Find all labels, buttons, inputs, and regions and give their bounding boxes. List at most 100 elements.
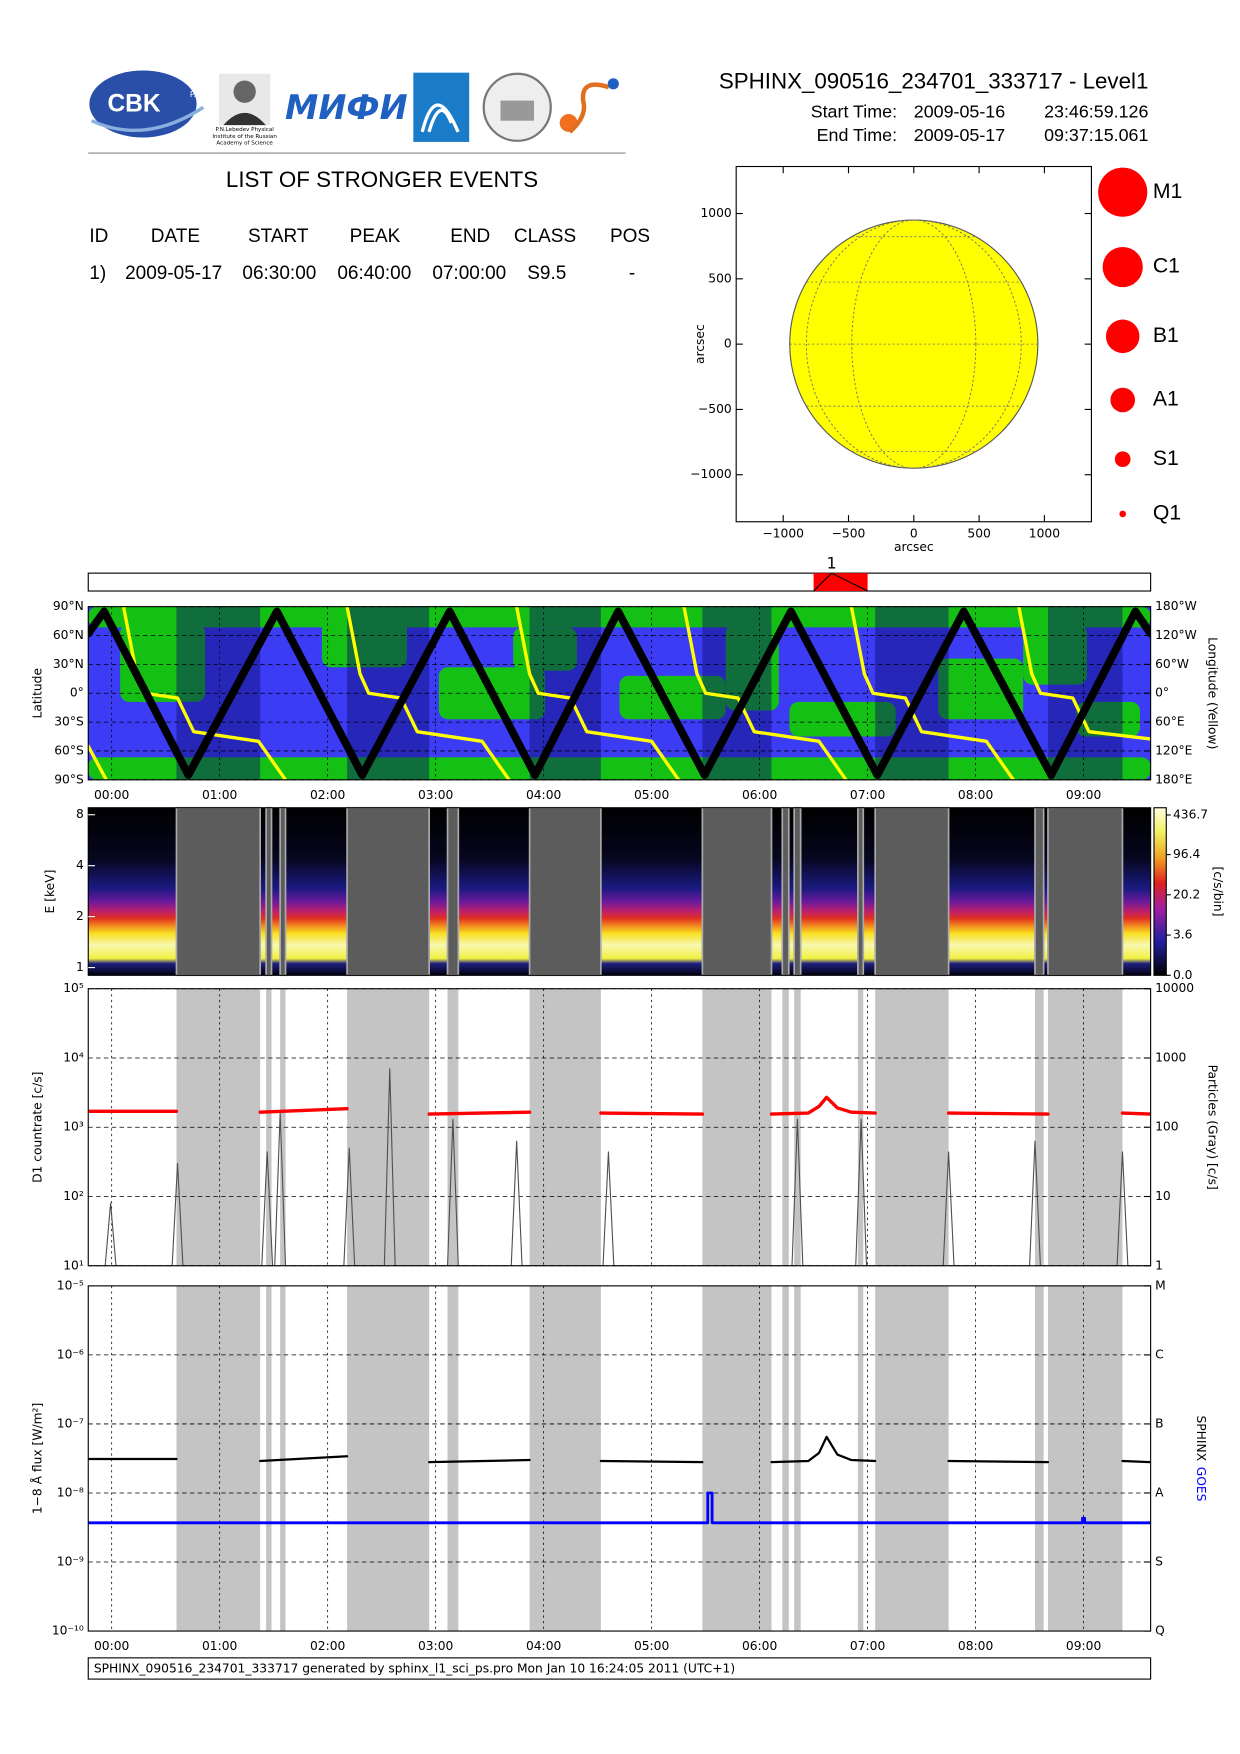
s-logo-curve [568, 82, 610, 134]
shaded-interval [447, 1285, 459, 1632]
colorbar-tick-label: 436.7 [1173, 807, 1208, 821]
y-tick-label: 10³ [63, 1120, 84, 1134]
cbk-swoosh [90, 105, 205, 133]
x-tick-label: 07:00 [850, 788, 885, 802]
colorbar [1153, 807, 1167, 976]
y2-tick-label: 100 [1155, 1120, 1178, 1134]
y2-tick-label: C [1155, 1347, 1164, 1361]
y2-tick-label: 60°E [1155, 715, 1185, 729]
shaded-interval [347, 1285, 430, 1632]
x-tick-label: 09:00 [1066, 1639, 1101, 1653]
shaded-interval [1034, 988, 1044, 1266]
x-tick-label: 05:00 [634, 1639, 669, 1653]
x-tick-label: 08:00 [958, 788, 993, 802]
x-tick-label: 01:00 [202, 788, 237, 802]
y2-tick-label: 1 [1155, 1258, 1163, 1272]
legend-marker [1114, 451, 1131, 468]
end-date: 2009-05-17 [914, 125, 1005, 145]
legend: SPHINX GOES [1194, 1416, 1208, 1502]
y2-tick-label: 10000 [1155, 981, 1194, 995]
blue-logo-arcs [420, 103, 460, 133]
y-tick-label: 10² [63, 1189, 84, 1203]
table-header: ID [89, 226, 108, 247]
lebedev-text: Academy of Science [216, 141, 273, 147]
y-tick-label: 10⁻⁸ [57, 1485, 84, 1499]
series-line [88, 1068, 1151, 1266]
legend-marker [1102, 246, 1143, 288]
y2-tick-label: 180°W [1155, 599, 1197, 613]
y-tick-label: 0° [70, 686, 84, 700]
shaded-interval [874, 806, 950, 977]
x-tick-label: −500 [832, 527, 866, 541]
colorbar-tick-label: 3.6 [1173, 928, 1193, 942]
x-tick-label: 02:00 [310, 1639, 345, 1653]
table-cell: - [629, 263, 635, 284]
x-tick-label: 02:00 [310, 788, 345, 802]
x-axis-title: arcsec [894, 540, 934, 554]
x-tick-label: 00:00 [94, 788, 129, 802]
x-tick-label: 03:00 [418, 1639, 453, 1653]
y-tick-label: 60°N [53, 628, 84, 642]
axis-title: arcsec [693, 324, 707, 364]
y2-tick-label: 60°W [1155, 657, 1189, 671]
plot-frame [87, 1285, 1152, 1632]
y-tick-label: 500 [708, 271, 731, 285]
y-tick-label: 30°S [54, 715, 84, 729]
shaded-interval [701, 806, 773, 977]
legend-entry: GOES [1194, 1467, 1208, 1502]
lebedev-text: Institute of the Russian [212, 134, 277, 140]
shaded-interval [280, 988, 286, 1266]
x-tick-label: 06:00 [742, 1639, 777, 1653]
footer: SPHINX_090516_234701_333717 generated by… [94, 1662, 735, 1676]
y-tick-label: 90°N [53, 599, 84, 613]
y2-tick-label: 10 [1155, 1189, 1171, 1203]
y-tick-label: 60°S [54, 743, 84, 757]
axis-title: Latitude [30, 668, 44, 718]
colorbar-tick-label: 96.4 [1173, 847, 1201, 861]
x-tick-label: 04:00 [526, 1639, 561, 1653]
shaded-interval [279, 806, 287, 977]
end-label: End Time: [817, 125, 897, 145]
plot-frame [87, 606, 1152, 781]
shaded-interval [1047, 1285, 1123, 1632]
shaded-interval [1034, 806, 1045, 977]
table-cell: 06:30:00 [242, 263, 316, 284]
y2-tick-label: 1000 [1155, 1050, 1186, 1064]
series-line [88, 1435, 1151, 1464]
shaded-interval [857, 1285, 864, 1632]
shaded-interval [782, 1285, 789, 1632]
plot-frame [87, 988, 1152, 1267]
shaded-interval [793, 806, 802, 977]
overlay-region [789, 701, 896, 737]
portrait-body [223, 112, 266, 126]
y-tick-label: 4 [76, 858, 84, 872]
y-tick-label: 10⁻⁹ [57, 1555, 84, 1569]
y2-tick-label: 0° [1155, 686, 1169, 700]
timeline-frame [87, 572, 1152, 592]
x-tick-label: 08:00 [958, 1639, 993, 1653]
legend-marker [1119, 510, 1127, 518]
table-cell: 07:00:00 [432, 263, 506, 284]
colorbar-tick-label: 20.2 [1173, 887, 1200, 901]
shaded-interval [794, 1285, 801, 1632]
overlay-region [513, 627, 577, 671]
y-tick-label: 10⁵ [63, 981, 84, 995]
start-label: Start Time: [811, 102, 897, 122]
axis-title: 1−8 Å flux [W/m²] [29, 1403, 44, 1514]
x-tick-label: 500 [967, 527, 990, 541]
table-header: CLASS [514, 226, 576, 247]
y-tick-label: 1000 [700, 206, 731, 220]
footer-box [87, 1657, 1152, 1680]
axis-title: D1 countrate [c/s] [30, 1072, 44, 1183]
table-cell: 1) [89, 263, 106, 284]
end-time: 09:37:15.061 [1044, 125, 1148, 145]
start-time: 23:46:59.126 [1044, 102, 1148, 122]
shaded-interval [1047, 806, 1124, 977]
y2-tick-label: 120°E [1155, 743, 1192, 757]
x-tick-label: −1000 [762, 527, 804, 541]
logos: CBK PAN P.N.Lebedev Physical Institute o… [89, 70, 619, 147]
y2-tick-label: M [1155, 1278, 1166, 1292]
s-logo-dot [607, 78, 619, 90]
overlay-region [725, 623, 779, 711]
